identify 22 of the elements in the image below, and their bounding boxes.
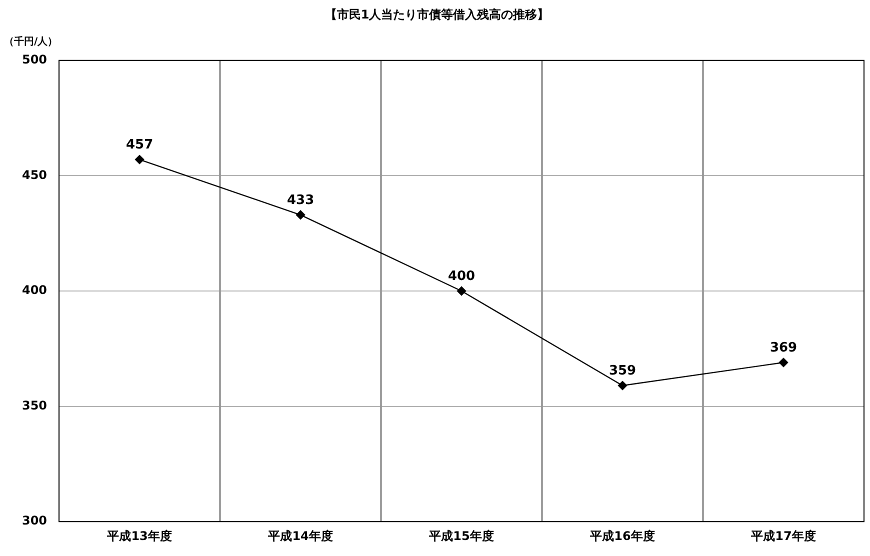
point (134, 154, 144, 164)
point (778, 358, 788, 368)
point (456, 286, 466, 296)
y-tick-label: 500 (22, 52, 48, 67)
data-label: 457 (126, 137, 154, 152)
y-tick-label: 450 (22, 168, 48, 182)
data-label: 369 (770, 340, 798, 356)
y-tick-label: 400 (22, 283, 48, 298)
x-tick-label: 平成16年度 (589, 528, 655, 543)
data-label: 433 (286, 192, 314, 208)
point (296, 210, 306, 220)
x-tick-label: 平成13年度 (106, 528, 172, 543)
chart-title: 【市民1人当たり市債等借入残高の推移】 (324, 7, 550, 22)
point (618, 380, 628, 390)
x-tick-label: 平成15年度 (428, 528, 494, 543)
data-label: 400 (448, 268, 476, 284)
y-tick-label: 350 (22, 398, 48, 412)
data-label: 359 (608, 363, 636, 378)
y-tick-label: 300 (22, 514, 48, 528)
y-axis-title: （千円/人） (4, 36, 58, 48)
x-tick-label: 平成14年度 (267, 528, 333, 543)
x-tick-label: 平成17年度 (750, 528, 816, 543)
